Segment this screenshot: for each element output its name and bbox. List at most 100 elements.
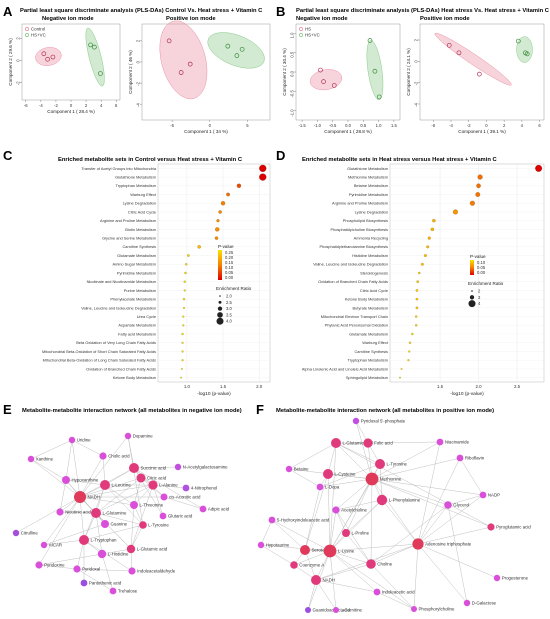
e-edge-68 [43,523,106,546]
f-node-label-betaine: Betaine [294,467,309,472]
f-node-guanido [305,607,311,613]
f-edge-27 [329,509,337,552]
e-node-label-pyridoxine: Pyridoxine [44,563,65,568]
f-edge-9 [371,478,419,545]
panel-letter-d: D [276,148,285,163]
c-dot-1 [259,173,267,181]
panel-letter-a: A [3,4,13,19]
f-edge-12 [371,478,484,496]
d-category-0: Glutathione Metabolism [347,166,388,171]
f-edge-39 [417,543,498,579]
b-neg-point-0-2 [331,83,337,88]
c-dot-16 [183,306,186,309]
f-node-label-lcyst: L-Cysteine [335,472,357,477]
b-neg-point-0-1 [321,79,326,84]
f-edge-37 [417,494,484,545]
e-node-label-ltrypto: L-Tryptophan [91,538,118,543]
e-node-label-dopamine: Dopamine [133,434,154,439]
f-node-lglutamic [331,438,341,448]
c-category-15: Phenylacetate Metabolism [110,297,156,302]
f-node-label-niacin: Niacinamide [445,440,470,445]
c-dot-6 [216,219,220,223]
a-pos-frame [141,23,271,121]
f-edge-71 [447,494,484,506]
d-dot-19 [411,332,414,336]
c-xtick-0: 1.0 [184,384,191,389]
e-edge-63 [101,548,132,555]
b-pos-point-0-1 [456,50,462,56]
e-node-label-hypo: Hypoxanthine [72,478,99,483]
b-pos-ytick-3: 2 [414,38,419,41]
d-dot-18 [415,324,418,327]
f-edge-48 [315,563,372,581]
f-node-label-lcarnitine: L-Carnitine [341,608,363,613]
c-category-5: Citric Acid Cycle [128,209,156,214]
f-node-adenosine [412,538,424,550]
c-category-2: Tryptophan Metabolism [115,183,156,188]
a-neg-ellipse-0 [35,47,62,66]
b-pos-xtick-6: 6 [538,123,541,128]
e-node-glutaric [159,512,167,520]
d-legend-size-dot-2 [468,300,476,308]
f-edge-57 [327,442,337,475]
d-xlabel: -log10 (p-value) [450,391,484,397]
b-neg-ytick-4: 1.0 [290,32,295,38]
f-node-label-glycerol: Glycerol [453,503,469,508]
a-neg-frame [21,23,121,101]
f-edge-13 [371,441,441,480]
e-edge-23 [133,467,204,510]
b-neg-legend-label-0: HS [305,27,311,32]
e-edge-44 [95,512,103,555]
f-node-lphenyl [376,494,388,506]
d-dot-17 [415,315,418,318]
f-node-nadh [311,575,321,585]
e-node-citrulline [12,529,20,537]
d-dot-0 [535,164,543,172]
a-neg-xtick-0: -6 [24,103,28,108]
enrichment-plot-c: 1.0 1.5 2.0 Transfer of Acetyl Groups into … [42,163,271,397]
c-category-12: Pyrimidine Metabolism [117,270,156,275]
d-legend-p-title: P-value [470,254,486,259]
f-node-llysine [323,544,337,558]
a-pos-ellipse-0 [159,20,208,100]
e-edge-40 [152,484,187,489]
f-node-glycerol [444,501,452,509]
b-neg-ytick-1: -0.5 [290,90,295,98]
c-category-14: Purine Metabolism [124,288,156,293]
d-category-7: Phosphatidylcholine Biosynthesis [330,227,388,232]
e-node-lhist [97,549,107,559]
e-edge-66 [101,553,114,592]
d-legend-size-dot-0 [471,290,473,292]
f-node-folic [363,438,373,448]
c-dot-9 [197,245,201,249]
e-node-label-nadh: NADH [88,495,100,500]
d-category-22: Tryptophan Metabolism [347,358,388,363]
e-node-label-succinic: Succinic acid [141,466,167,471]
b-neg-xtick-2: -0.5 [329,123,337,128]
e-edge-18 [38,496,81,566]
c-legend-size-label-3: 3.5 [226,312,232,317]
d-category-4: Arginine and Proline Metabolism [332,201,388,206]
a-pos-xtick-2: 5 [246,123,249,128]
a-pos-ytick-3: 2 [136,39,141,42]
e-node-label-lhist: L-Histidine [108,552,129,557]
e-node-label-lleu: L-Leucine [112,483,132,488]
b-pos-ylabel: Component 2 ( 24.1 %) [406,48,411,96]
c-category-1: Glutathione Metabolism [115,174,156,179]
d-category-11: Valine, Leucine and Isoleucine Degradati… [313,262,388,267]
e-edge-56 [59,479,67,513]
f-node-pyroglut [487,523,495,531]
e-edge-45 [95,512,144,526]
a-neg-point-1-0 [88,42,93,48]
c-category-6: Arginine and Proline Metabolism [100,218,156,223]
e-edge-32 [104,484,135,506]
f-edge-61 [379,463,383,501]
c-dot-23 [180,368,183,370]
d-category-5: Lysine Degradation [355,209,388,214]
d-category-14: Citric Acid Cycle [360,288,388,293]
d-dot-2 [476,183,481,189]
b-neg-frame [295,23,401,121]
f-node-label-pyroglut: Pyroglutamic acid [496,525,531,530]
f-edge-75 [335,509,347,534]
